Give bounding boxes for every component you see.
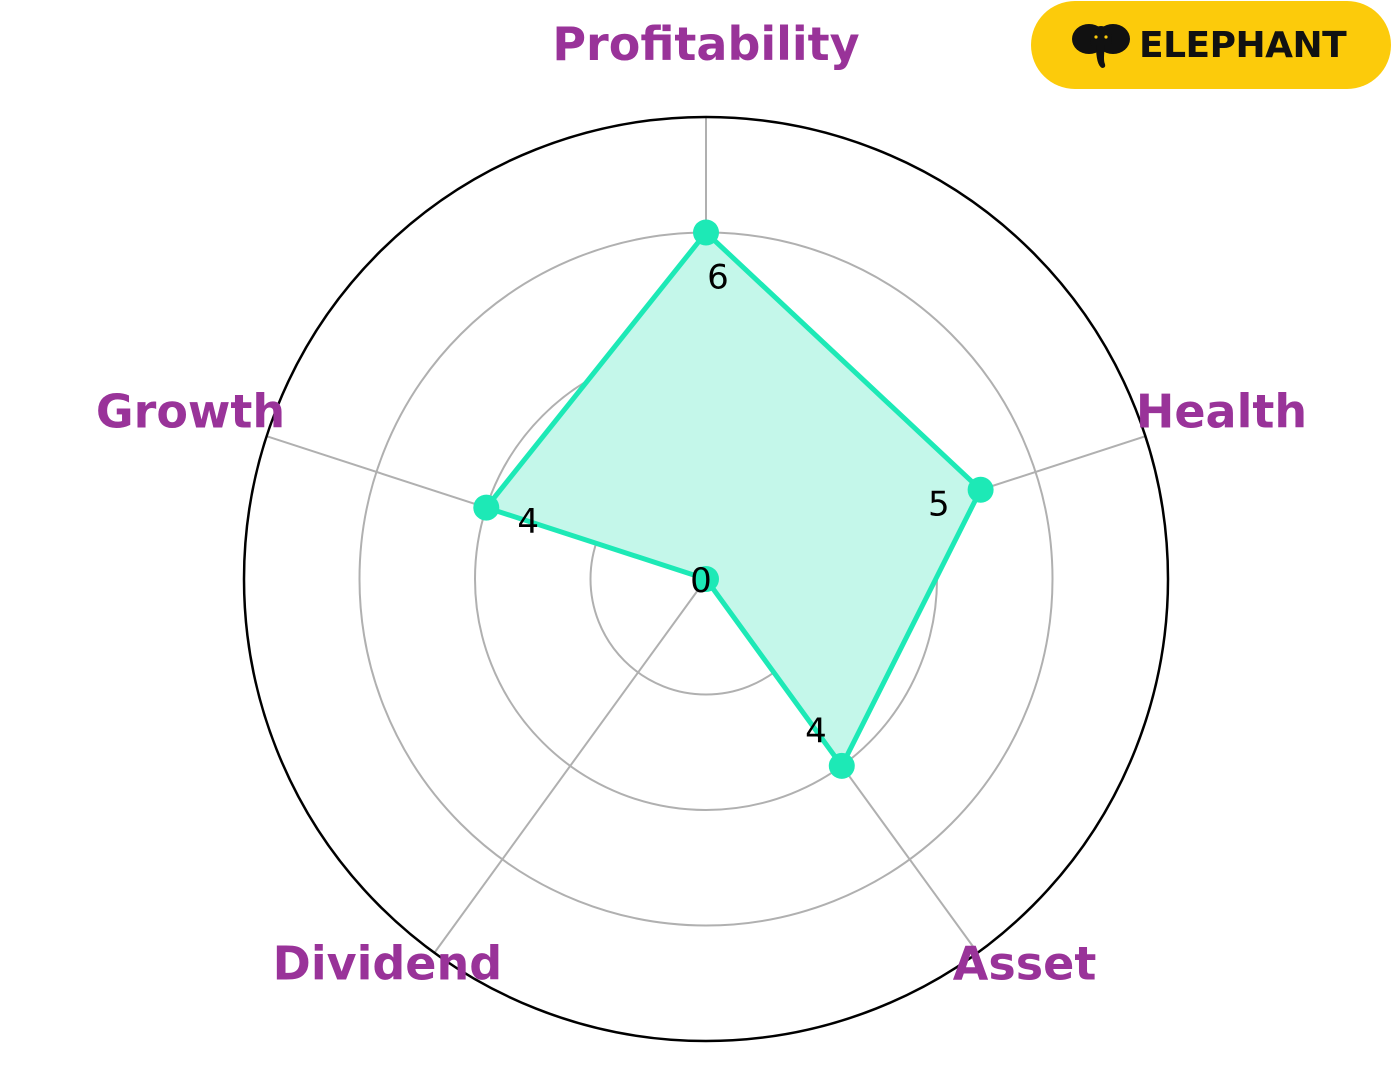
data-label: 6: [707, 258, 729, 298]
data-label: 5: [928, 484, 950, 524]
series-line: [483, 230, 984, 769]
axis-label: Health: [1136, 385, 1307, 439]
data-label: 4: [517, 502, 539, 542]
axis-spoke: [433, 578, 707, 954]
axis-label: Growth: [96, 385, 285, 439]
data-point: [693, 219, 719, 246]
axis-label: Asset: [953, 936, 1097, 990]
data-label: 0: [690, 561, 712, 601]
brand-name: ELEPHANT: [1139, 24, 1347, 66]
radar-series: [473, 219, 994, 779]
series-area: [486, 232, 981, 766]
data-point: [693, 566, 719, 592]
data-point: [473, 494, 500, 521]
brand-badge: ELEPHANT: [1031, 1, 1391, 89]
axis-label: Profitability: [552, 17, 859, 71]
elephant-icon: [1072, 24, 1130, 68]
data-label: 4: [805, 711, 827, 751]
data-point: [828, 752, 855, 779]
outer-ring: [242, 115, 1170, 1043]
axis-label: Dividend: [273, 936, 503, 990]
data-point: [967, 476, 994, 503]
radar-labels: 6 5 4 0 4 Profitability Health Asset Dividend Gro…: [96, 17, 1307, 990]
